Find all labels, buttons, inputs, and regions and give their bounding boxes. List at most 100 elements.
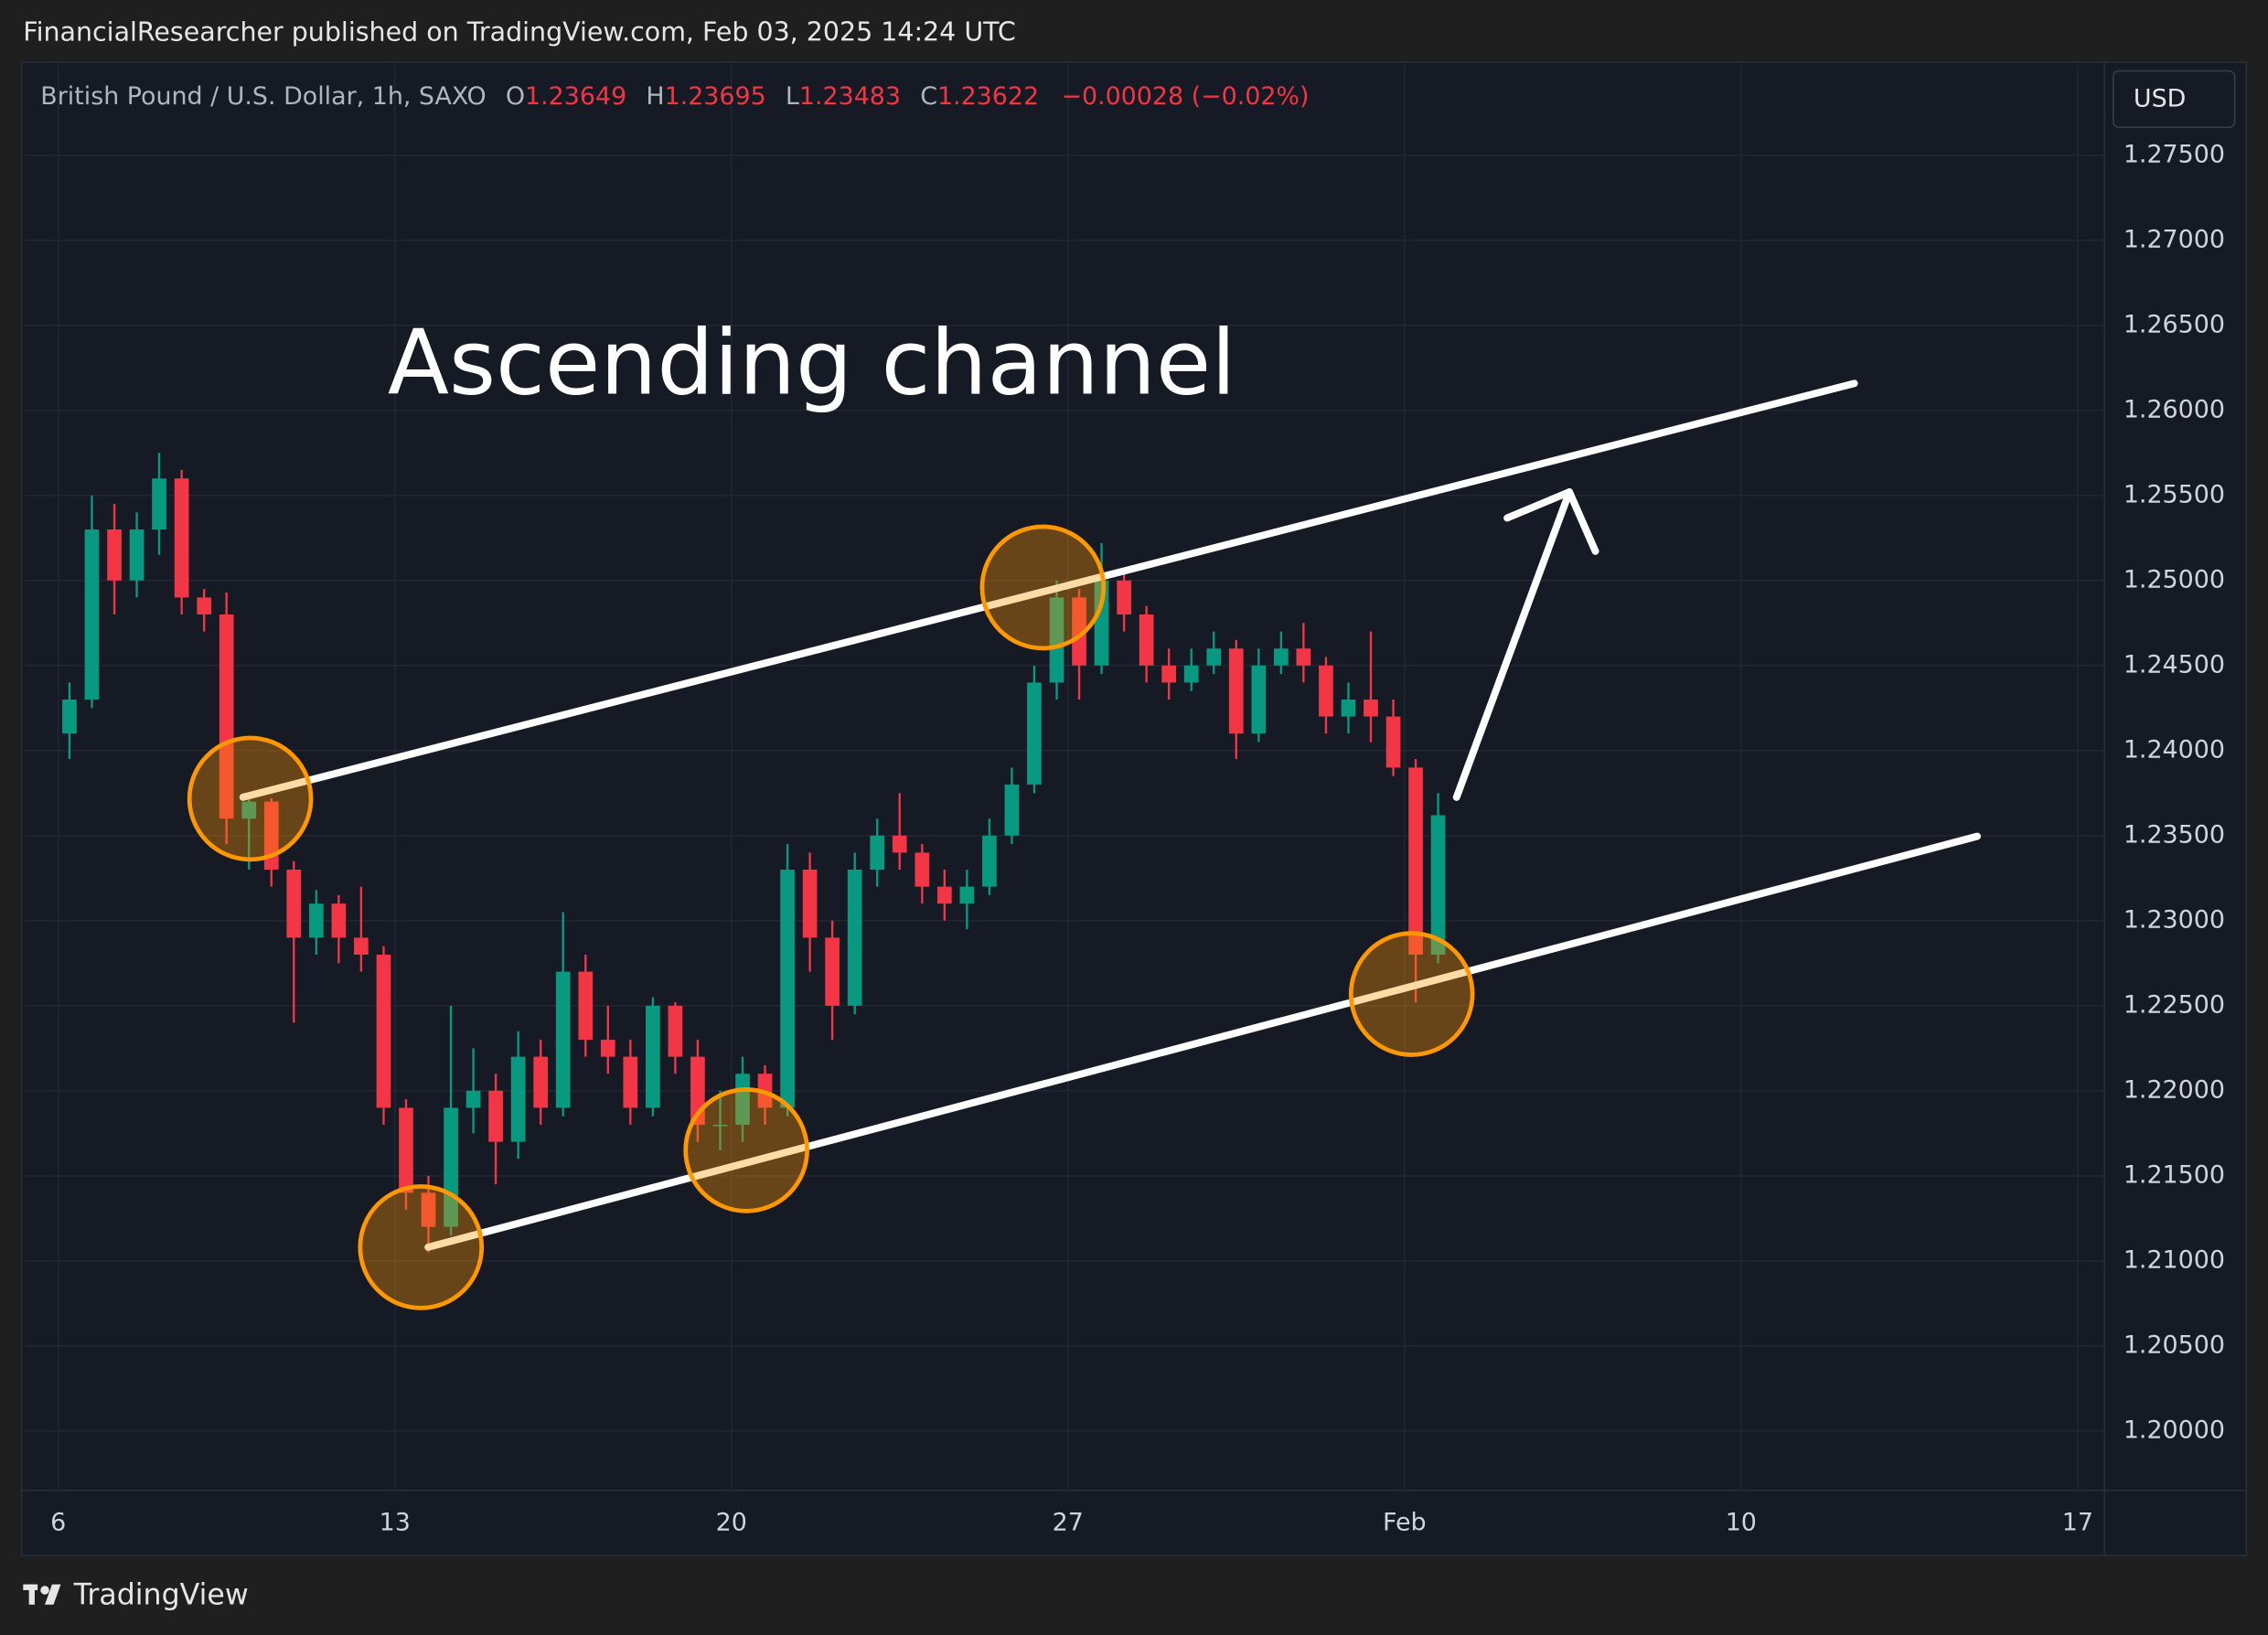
candle-body [1183, 665, 1199, 683]
candle-body [1027, 682, 1042, 785]
candle-body [847, 870, 862, 1006]
symbol: British Pound / U.S. Dollar, 1h, SAXO [40, 82, 486, 111]
ohlc-value: 1.23649 [525, 82, 626, 111]
byline: FinancialResearcher published on Trading… [23, 16, 1015, 47]
touch-circle [683, 1087, 809, 1213]
candle-body [982, 835, 997, 887]
arrow-shaft [1452, 488, 1574, 801]
touch-circle [1348, 931, 1475, 1057]
ohlc-value: 1.23622 [937, 82, 1039, 111]
candle-body [129, 529, 144, 581]
candle-body [1364, 700, 1378, 717]
ohlc-label: O [506, 82, 525, 111]
y-tick-label: 1.26000 [2124, 395, 2225, 423]
arrow-head [1503, 488, 1599, 555]
y-tick-label: 1.26500 [2124, 310, 2225, 338]
ohlc-label: C [920, 82, 937, 111]
annotation: Ascending channel [388, 311, 1236, 415]
candle-body [421, 1192, 436, 1227]
candle-body [219, 614, 234, 819]
touch-circle [979, 524, 1107, 651]
candle-body [399, 1107, 413, 1193]
x-tick-label: 27 [1053, 1509, 1084, 1537]
candle-body [62, 700, 77, 734]
candle-body [286, 870, 302, 938]
y-tick-label: 1.25000 [2124, 565, 2225, 593]
candle-body [197, 597, 212, 615]
logo-part [28, 1584, 35, 1605]
ohlc-label: H [646, 82, 664, 111]
candle-body [959, 886, 975, 904]
candle-body [241, 801, 257, 819]
x-tick-label: 17 [2062, 1509, 2093, 1537]
y-tick-label: 1.24000 [2124, 735, 2225, 764]
candle-body [1139, 614, 1154, 666]
candle-body [1228, 648, 1244, 734]
candle-body [1408, 767, 1423, 956]
candle-body [1296, 648, 1311, 666]
ohlc-value: 1.23483 [799, 82, 901, 111]
x-tick-label: 20 [716, 1509, 747, 1537]
candle-body [152, 478, 166, 530]
candle-body [1049, 597, 1064, 683]
candle-body [892, 835, 907, 853]
candle-body [735, 1074, 750, 1126]
currency-button[interactable] [2112, 69, 2236, 129]
symbol-legend: British Pound / U.S. Dollar, 1h, SAXO O1… [40, 82, 1309, 111]
candle-body [646, 1005, 660, 1108]
candle-body [488, 1090, 503, 1142]
y-tick-label: 1.22000 [2124, 1075, 2225, 1104]
candle-body [825, 937, 840, 1006]
y-tick-label: 1.23000 [2124, 905, 2225, 934]
touch-circle [358, 1184, 485, 1310]
candle-body [331, 903, 347, 938]
change: −0.00028 (−0.02%) [1061, 82, 1309, 111]
candle-body [668, 1005, 683, 1057]
candle-body [870, 835, 885, 871]
candle-body [84, 529, 100, 700]
x-tick-label: Feb [1383, 1509, 1427, 1537]
candle-body [1251, 665, 1267, 734]
logo-part [40, 1586, 49, 1595]
lower-channel-line [424, 832, 1982, 1251]
candle-body [578, 971, 594, 1041]
candle-body [1094, 580, 1109, 666]
candle-body [1341, 700, 1356, 717]
x-tick-label: 6 [50, 1509, 66, 1537]
candle-body [623, 1056, 638, 1108]
candle-body [1072, 597, 1086, 666]
y-tick-label: 1.23500 [2124, 820, 2225, 849]
upper-channel-line [239, 379, 1858, 801]
candle-body [1004, 785, 1020, 836]
candle-body [915, 852, 930, 887]
candle-body [1273, 648, 1289, 666]
y-tick-label: 1.24500 [2124, 650, 2225, 679]
y-tick-label: 1.25500 [2124, 480, 2225, 508]
grid: 1.20000 1.20500 1.21000 1.21500 1.22000 1.225… [21, 62, 2247, 1555]
candle-body [465, 1090, 481, 1108]
candle-body [1430, 815, 1446, 956]
chart-panel [20, 61, 2248, 1556]
candle-body [309, 903, 324, 938]
ohlc-value: 1.23695 [665, 82, 766, 111]
candle-body [555, 971, 571, 1108]
candle-body [780, 870, 795, 1108]
candle-body [1385, 716, 1401, 768]
y-tick-label: 1.27000 [2124, 225, 2225, 253]
y-tick-label: 1.27500 [2124, 140, 2225, 168]
logo-part [45, 1584, 61, 1605]
y-tick-label: 1.21000 [2124, 1245, 2225, 1274]
candle-body [802, 870, 818, 938]
candle-body [1319, 665, 1333, 717]
candle-body [936, 886, 952, 904]
candle-body [174, 478, 189, 598]
candle-body [376, 955, 391, 1108]
currency[interactable]: USD [2134, 85, 2186, 113]
logo [23, 1584, 61, 1605]
ohlc-label: L [786, 82, 799, 111]
channel-drawing [187, 379, 1982, 1310]
candle-body [510, 1056, 526, 1142]
candle-body [600, 1040, 615, 1057]
